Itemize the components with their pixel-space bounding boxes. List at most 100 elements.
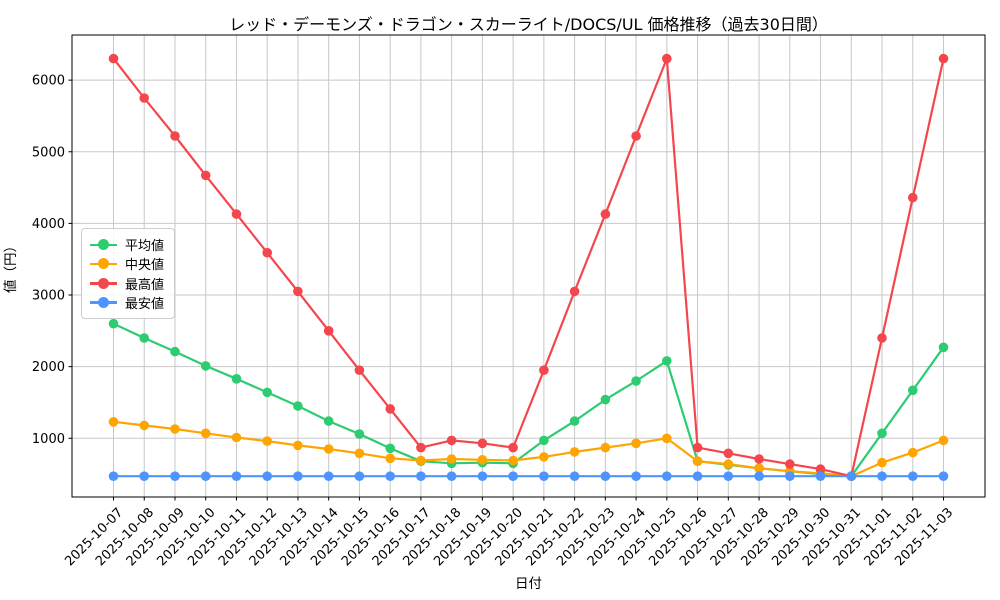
series-line-average [113, 322, 945, 478]
y-tick-label: 4000 [32, 217, 65, 232]
data-point-max [139, 93, 149, 103]
data-point-min [938, 471, 949, 482]
data-point-median [446, 454, 457, 464]
data-point-min [385, 471, 396, 482]
data-point-min [508, 471, 518, 482]
legend-label-average: 平均値 [125, 239, 165, 255]
chart-title: レッド・デーモンズ・ドラゴン・スカーライト/DOCS/UL 価格推移（過去30日… [229, 15, 828, 34]
data-point-max [262, 247, 273, 258]
data-point-min [692, 471, 703, 482]
legend-label-max: 最高値 [125, 277, 165, 293]
data-point-min [416, 471, 426, 482]
data-point-median [354, 448, 365, 459]
data-point-max [569, 286, 580, 297]
data-point-median [600, 442, 611, 453]
data-point-max [754, 454, 764, 464]
data-point-median [477, 455, 488, 465]
data-point-max [908, 192, 918, 203]
data-point-min [293, 471, 303, 482]
data-point-min [108, 471, 119, 482]
data-point-max [938, 53, 949, 64]
legend-item-max: 最高値 [90, 274, 164, 293]
x-axis-label: 日付 [515, 576, 542, 592]
data-point-median [692, 456, 703, 467]
data-point-median [231, 432, 242, 443]
data-point-average [170, 346, 180, 357]
data-point-max [385, 404, 396, 414]
legend-label-median: 中央値 [125, 258, 165, 274]
data-point-min [231, 471, 242, 482]
data-point-average [354, 429, 365, 439]
data-point-min [569, 471, 580, 482]
data-point-median [877, 457, 887, 468]
data-point-min [846, 471, 857, 482]
data-point-median [631, 438, 641, 449]
legend-marker-min-icon [90, 296, 117, 309]
data-point-min [631, 471, 641, 482]
data-point-median [662, 433, 672, 444]
data-point-average [231, 374, 242, 384]
data-point-max [200, 170, 211, 181]
data-point-median [323, 444, 334, 454]
data-point-median [416, 455, 426, 466]
data-point-max [662, 53, 672, 64]
legend-marker-median-icon [90, 257, 117, 270]
data-point-average [938, 342, 949, 353]
data-point-max [723, 448, 734, 459]
data-point-max [539, 365, 549, 376]
data-point-average [385, 443, 396, 454]
data-point-min [446, 471, 457, 482]
data-point-median [262, 436, 273, 446]
data-point-min [323, 471, 334, 482]
data-point-average [262, 387, 273, 398]
data-point-median [170, 424, 180, 434]
data-point-max [692, 442, 703, 453]
data-point-min [754, 471, 764, 482]
axes-spine [71, 34, 986, 498]
data-point-max [477, 438, 488, 449]
data-point-median [200, 428, 211, 439]
data-point-min [815, 471, 826, 482]
data-point-max [877, 333, 887, 343]
series-line-max [112, 57, 945, 478]
legend-item-min: 最安値 [90, 293, 164, 312]
data-point-max [815, 464, 826, 474]
y-tick-label: 6000 [32, 74, 65, 89]
y-tick-label: 3000 [32, 289, 65, 304]
data-point-average [877, 428, 887, 439]
data-point-average [600, 394, 611, 405]
data-point-max [785, 459, 795, 469]
data-point-max [108, 53, 119, 64]
data-point-average [539, 435, 549, 446]
legend-label-min: 最安値 [125, 296, 165, 312]
y-tick-label: 5000 [32, 145, 65, 160]
data-point-median [385, 453, 396, 464]
data-point-median [938, 435, 949, 446]
series-line-median [113, 420, 944, 478]
data-point-min [200, 471, 211, 482]
data-point-max [323, 326, 334, 336]
data-point-max [231, 209, 242, 219]
data-point-min [785, 471, 795, 482]
data-point-max [354, 365, 365, 376]
data-point-min [908, 471, 918, 482]
data-point-max [446, 435, 457, 446]
data-point-average [139, 333, 149, 343]
data-point-max [293, 286, 303, 297]
data-point-average [200, 361, 211, 371]
data-point-min [723, 471, 734, 482]
data-point-min [170, 471, 180, 482]
data-point-min [262, 471, 273, 482]
data-point-median [569, 447, 580, 457]
y-tick-label: 1000 [32, 432, 65, 447]
data-point-min [877, 471, 887, 482]
data-point-min [477, 471, 488, 482]
data-point-min [600, 471, 611, 482]
legend-marker-average-icon [90, 238, 117, 251]
data-point-min [354, 471, 365, 482]
data-point-max [170, 131, 180, 141]
data-point-max [631, 131, 641, 141]
data-point-median [108, 417, 119, 427]
